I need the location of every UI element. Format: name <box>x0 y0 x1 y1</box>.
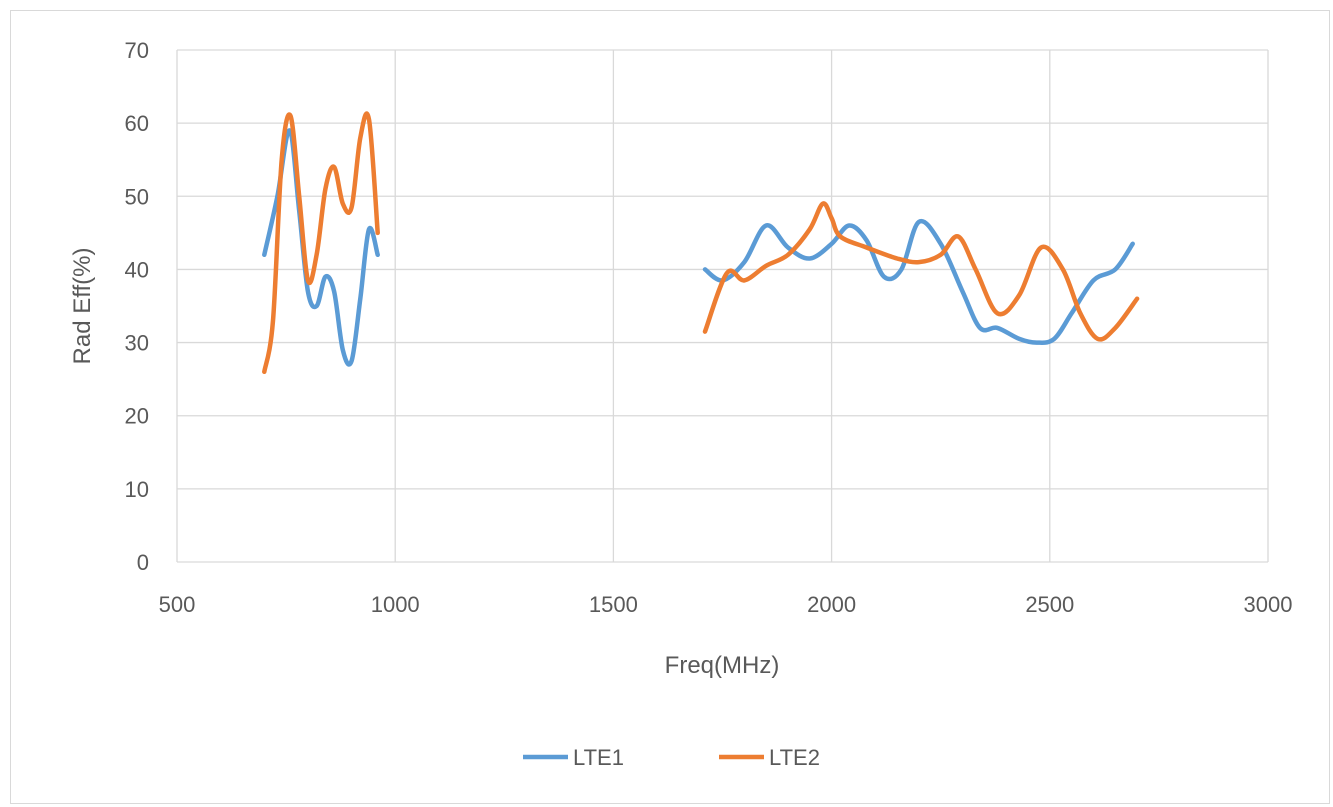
x-axis-title: Freq(MHz) <box>665 652 780 679</box>
y-tick-label: 50 <box>125 184 149 209</box>
x-tick-label: 2500 <box>1025 592 1074 617</box>
series-lines <box>262 111 1140 375</box>
x-tick-label: 2000 <box>807 592 856 617</box>
grid-lines <box>176 49 1269 563</box>
x-tick-label: 3000 <box>1244 592 1293 617</box>
y-tick-label: 20 <box>125 404 149 429</box>
legend-label-lte1: LTE1 <box>573 745 624 770</box>
chart-area <box>10 10 1330 804</box>
y-tick-label: 60 <box>125 111 149 136</box>
legend: LTE1 LTE2 <box>523 745 820 770</box>
x-tick-label: 1500 <box>589 592 638 617</box>
series-line-lte2-band-2 <box>702 201 1140 342</box>
y-tick-label: 30 <box>125 331 149 356</box>
x-axis-ticks: 500 1000 1500 2000 2500 3000 <box>159 592 1293 617</box>
series-line-lte1-band-2 <box>702 218 1135 345</box>
series-line-lte1-band-1 <box>262 128 380 367</box>
x-tick-label: 1000 <box>371 592 420 617</box>
y-axis-title: Rad Eff(%) <box>69 248 96 365</box>
legend-label-lte2: LTE2 <box>769 745 820 770</box>
y-tick-label: 70 <box>125 38 149 63</box>
y-axis-ticks: 0 10 20 30 40 50 60 70 <box>125 38 149 575</box>
y-tick-label: 0 <box>137 550 149 575</box>
series-line-lte2-band-1 <box>262 111 380 375</box>
y-tick-label: 40 <box>125 257 149 282</box>
y-tick-label: 10 <box>125 477 149 502</box>
x-tick-label: 500 <box>159 592 196 617</box>
